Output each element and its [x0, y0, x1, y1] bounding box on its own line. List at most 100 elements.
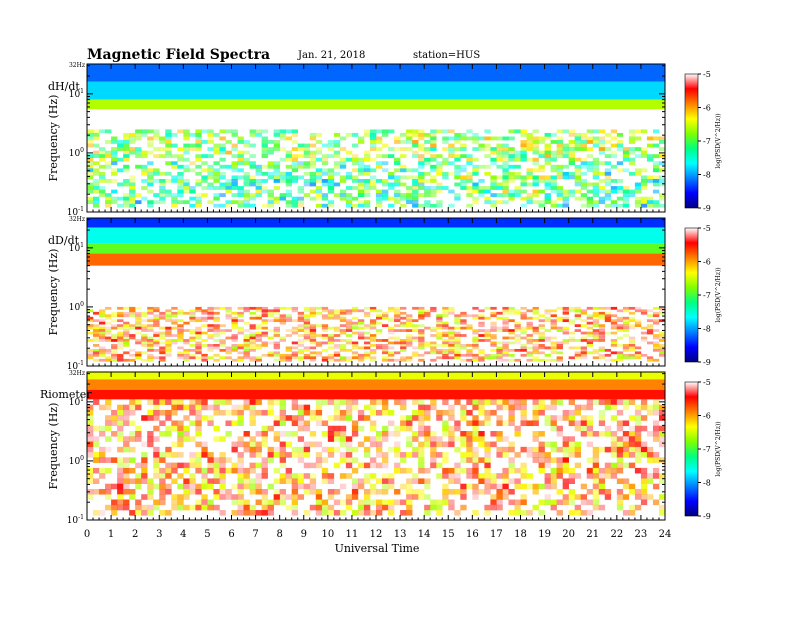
patch-cell [123, 334, 130, 337]
patch-cell [369, 136, 377, 141]
patch-cell [147, 344, 154, 347]
patch-cell [297, 164, 305, 169]
patch-cell [430, 431, 437, 437]
patch-cell [117, 499, 124, 506]
patch-cell [550, 415, 557, 421]
patch-cell [394, 178, 401, 183]
patch-cell [189, 316, 196, 320]
patch-cell [315, 311, 323, 315]
patch-cell [538, 324, 545, 328]
patch-cell [382, 346, 389, 350]
patch-cell [382, 311, 389, 315]
patch-cell [111, 154, 118, 159]
patch-cell [424, 309, 431, 313]
patch-cell [261, 344, 268, 347]
patch-cell [550, 346, 557, 350]
patch-cell [622, 399, 630, 405]
patch-cell [646, 154, 654, 159]
patch-cell [261, 306, 268, 310]
patch-cell [502, 341, 509, 345]
patch-cell [321, 420, 329, 427]
patch-cell [315, 510, 323, 516]
patch-cell [448, 409, 455, 416]
patch-cell [508, 136, 515, 141]
patch-cell [580, 356, 588, 360]
patch-cell [586, 341, 594, 345]
patch-cell [195, 356, 202, 360]
patch-cell [327, 168, 335, 173]
patch-cell [261, 143, 268, 148]
patch-cell [376, 140, 383, 144]
patch-cell [153, 316, 160, 320]
xtick-label-9: 9 [301, 529, 307, 540]
patch-cell [189, 409, 196, 416]
patch-cell [622, 478, 630, 485]
patch-cell [550, 319, 557, 323]
patch-cell [123, 358, 130, 362]
patch-cell [640, 203, 648, 208]
patch-cell [159, 171, 166, 176]
patch-cell [123, 157, 130, 162]
patch-cell [237, 326, 244, 330]
patch-cell [532, 140, 539, 144]
patch-cell [207, 136, 214, 141]
patch-cell [267, 336, 274, 340]
patch-cell [598, 189, 606, 194]
patch-cell [363, 452, 371, 458]
patch-cell [231, 200, 238, 205]
patch-cell [418, 193, 425, 197]
patch-cell [363, 436, 371, 442]
patch-cell [243, 306, 250, 310]
patch-cell [261, 203, 268, 208]
patch-cell [255, 356, 262, 360]
patch-cell [646, 494, 654, 500]
patch-cell [394, 306, 401, 310]
patch-cell [201, 353, 208, 357]
patch-cell [454, 136, 461, 141]
patch-cell [544, 132, 551, 137]
patch-cell [394, 446, 401, 453]
patch-cell [339, 425, 347, 432]
patch-cell [550, 324, 557, 328]
patch-cell [586, 339, 594, 342]
patch-cell [273, 488, 280, 495]
patch-cell [183, 483, 190, 490]
patch-cell [273, 168, 280, 173]
patch-cell [213, 329, 220, 332]
patch-cell [243, 161, 250, 166]
patch-cell [153, 129, 160, 134]
patch-cell [604, 331, 612, 335]
patch-cell [249, 358, 256, 362]
patch-cell [568, 143, 575, 148]
patch-cell [580, 499, 588, 506]
patch-cell [213, 353, 220, 357]
patch-cell [105, 467, 112, 474]
patch-cell [448, 154, 455, 159]
patch-cell [394, 499, 401, 506]
patch-cell [562, 409, 569, 416]
patch-cell [87, 488, 94, 495]
patch-cell [315, 132, 323, 137]
patch-cell [376, 321, 383, 325]
patch-cell [255, 306, 262, 310]
patch-cell [369, 175, 377, 180]
patch-cell [309, 161, 317, 166]
patch-cell [159, 420, 166, 427]
patch-cell [231, 154, 238, 159]
patch-cell [652, 420, 660, 427]
patch-cell [616, 425, 624, 432]
patch-cell [472, 316, 479, 320]
patch-cell [484, 136, 491, 141]
patch-cell [237, 157, 244, 162]
patch-cell [351, 321, 359, 325]
patch-cell [532, 409, 539, 416]
patch-cell [291, 399, 299, 405]
patch-cell [207, 483, 214, 490]
patch-cell [111, 200, 118, 205]
patch-cell [628, 311, 636, 315]
patch-cell [93, 196, 100, 201]
patch-cell [351, 143, 359, 148]
patch-cell [93, 203, 100, 208]
band-0-1 [87, 81, 665, 100]
patch-cell [297, 351, 305, 355]
